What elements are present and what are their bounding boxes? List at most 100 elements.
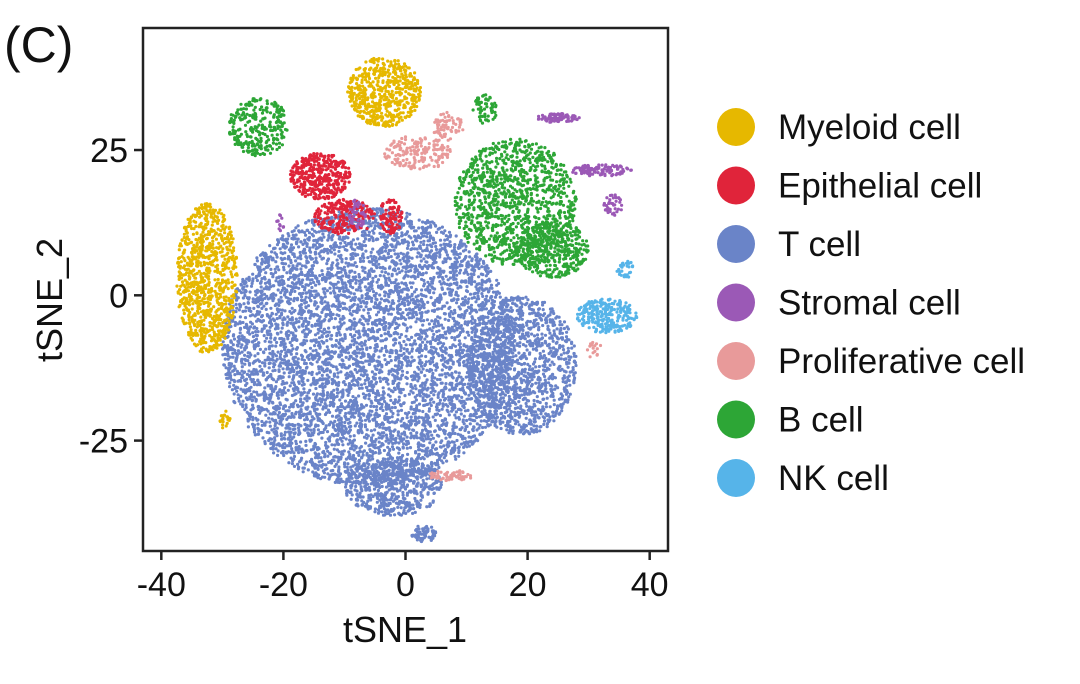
data-point <box>299 270 304 274</box>
data-point <box>332 325 336 329</box>
data-point <box>232 333 236 337</box>
data-point <box>301 242 305 246</box>
data-point <box>379 297 383 301</box>
data-point <box>427 322 431 326</box>
data-point <box>315 313 319 317</box>
data-point <box>428 243 432 247</box>
data-point <box>365 291 370 295</box>
data-point <box>299 240 303 244</box>
data-point <box>368 274 372 278</box>
data-point <box>434 347 438 351</box>
data-point <box>302 319 306 323</box>
data-point <box>325 273 329 277</box>
data-point <box>489 283 494 287</box>
data-point <box>269 340 273 344</box>
data-point <box>468 397 472 401</box>
data-point <box>360 314 364 318</box>
data-point <box>362 229 366 234</box>
data-point <box>444 365 448 369</box>
data-point <box>366 256 370 260</box>
data-point <box>409 407 413 411</box>
data-point <box>323 300 327 304</box>
data-point <box>283 354 287 358</box>
data-point <box>397 441 401 445</box>
data-point <box>387 441 391 445</box>
data-point <box>256 304 260 308</box>
data-point <box>400 374 404 378</box>
data-point <box>458 348 462 352</box>
data-point <box>417 415 421 419</box>
data-point <box>369 399 373 403</box>
data-point <box>445 421 449 425</box>
data-point <box>453 431 457 436</box>
data-point <box>262 304 266 308</box>
data-point <box>377 285 381 289</box>
data-point <box>443 291 447 295</box>
data-point <box>248 412 252 416</box>
data-point <box>369 254 373 258</box>
data-point <box>238 327 242 331</box>
data-point <box>292 451 296 455</box>
data-point <box>440 459 444 463</box>
data-point <box>421 409 425 414</box>
data-point <box>352 292 356 296</box>
data-point <box>289 450 293 454</box>
data-point <box>263 364 267 368</box>
data-point <box>322 331 326 335</box>
data-point <box>292 454 297 459</box>
data-point <box>304 350 308 354</box>
data-point <box>393 337 397 341</box>
data-point <box>320 269 324 273</box>
data-point <box>392 368 396 372</box>
data-point <box>294 226 298 230</box>
data-point <box>417 308 421 312</box>
data-point <box>312 474 316 478</box>
data-point <box>469 439 473 443</box>
data-point <box>378 321 382 326</box>
data-point <box>437 354 441 358</box>
data-point <box>422 306 426 310</box>
data-point <box>374 437 378 442</box>
data-point <box>358 446 362 450</box>
data-point <box>274 380 278 384</box>
data-point <box>326 454 330 458</box>
data-point <box>442 312 446 316</box>
data-point <box>288 405 292 409</box>
data-point <box>287 430 291 434</box>
data-point <box>316 246 320 250</box>
data-point <box>421 220 425 224</box>
data-point <box>467 430 471 434</box>
data-point <box>346 264 350 268</box>
data-point <box>299 397 303 401</box>
data-point <box>428 250 432 254</box>
data-point <box>490 286 494 290</box>
data-point <box>264 413 268 417</box>
data-point <box>287 359 291 363</box>
data-point <box>345 248 349 252</box>
data-point <box>397 242 402 246</box>
data-point <box>425 248 429 252</box>
data-point <box>458 243 462 247</box>
data-point <box>300 323 305 327</box>
data-point <box>365 436 369 440</box>
data-point <box>353 295 357 299</box>
data-point <box>284 397 288 401</box>
data-point <box>458 268 463 272</box>
data-point <box>282 281 286 286</box>
data-point <box>270 400 275 404</box>
data-point <box>448 265 452 269</box>
data-point <box>297 380 301 384</box>
data-point <box>358 318 362 322</box>
data-point <box>269 446 273 451</box>
data-point <box>458 252 462 256</box>
data-point <box>397 395 401 399</box>
data-point <box>335 286 339 290</box>
data-point <box>355 451 359 455</box>
data-point <box>317 460 321 464</box>
data-point <box>326 270 330 274</box>
data-point <box>376 431 380 435</box>
data-point <box>265 301 269 305</box>
data-point <box>397 364 401 368</box>
data-point <box>332 286 336 290</box>
data-point <box>248 290 252 294</box>
